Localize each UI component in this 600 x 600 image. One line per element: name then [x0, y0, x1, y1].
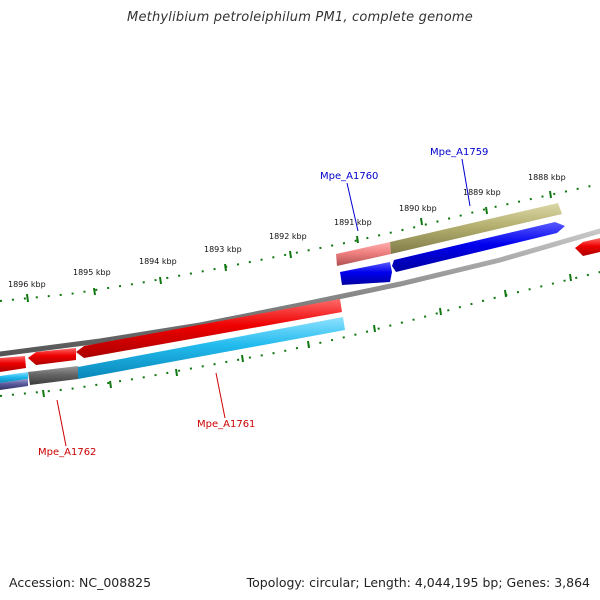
gene-red-right[interactable] — [575, 238, 600, 256]
gene-cyan-left-stub[interactable] — [0, 372, 28, 383]
inner-major-ticks — [42, 273, 572, 398]
gene-mpe-a1761[interactable] — [76, 299, 342, 358]
gene-purple-left-stub[interactable] — [0, 379, 28, 390]
label-mpe-a1761[interactable]: Mpe_A1761 — [197, 419, 256, 430]
tick-label-1894: 1894 kbp — [139, 257, 177, 266]
leader-mpe-a1759 — [461, 158, 471, 207]
leader-mpe-a1760 — [346, 182, 359, 232]
leader-mpe-a1762 — [56, 399, 67, 447]
genome-backbone — [0, 228, 600, 357]
tick-label-1893: 1893 kbp — [204, 245, 242, 254]
gene-mpe-a1762[interactable] — [28, 348, 76, 365]
tick-label-1891: 1891 kbp — [334, 218, 372, 227]
tick-label-1888: 1888 kbp — [528, 173, 566, 182]
accession-text: Accession: NC_008825 — [9, 575, 152, 590]
tick-label-1895: 1895 kbp — [73, 268, 111, 277]
tick-label-1896: 1896 kbp — [8, 280, 46, 289]
label-mpe-a1759[interactable]: Mpe_A1759 — [430, 147, 489, 158]
gene-grey[interactable] — [28, 366, 78, 385]
tick-label-1890: 1890 kbp — [399, 204, 437, 213]
gene-blue-small[interactable] — [340, 262, 392, 285]
tick-labels: 1896 kbp 1895 kbp 1894 kbp 1893 kbp 1892… — [8, 173, 566, 289]
gene-cyan[interactable] — [78, 317, 345, 379]
tick-label-1889: 1889 kbp — [463, 188, 501, 197]
label-mpe-a1760[interactable]: Mpe_A1760 — [320, 171, 379, 182]
leader-mpe-a1761 — [215, 372, 226, 419]
label-mpe-a1762[interactable]: Mpe_A1762 — [38, 447, 97, 458]
gene-blue-large[interactable] — [392, 222, 565, 272]
gene-mpe-a1759[interactable] — [390, 203, 562, 254]
tick-label-1892: 1892 kbp — [269, 232, 307, 241]
genome-summary-text: Topology: circular; Length: 4,044,195 bp… — [246, 575, 590, 590]
genome-title: Methylibium petroleiphilum PM1, complete… — [127, 10, 473, 25]
gene-mpe-a1760[interactable] — [336, 242, 391, 266]
outer-major-ticks — [26, 190, 552, 303]
gene-red-left-stub[interactable] — [0, 356, 26, 372]
